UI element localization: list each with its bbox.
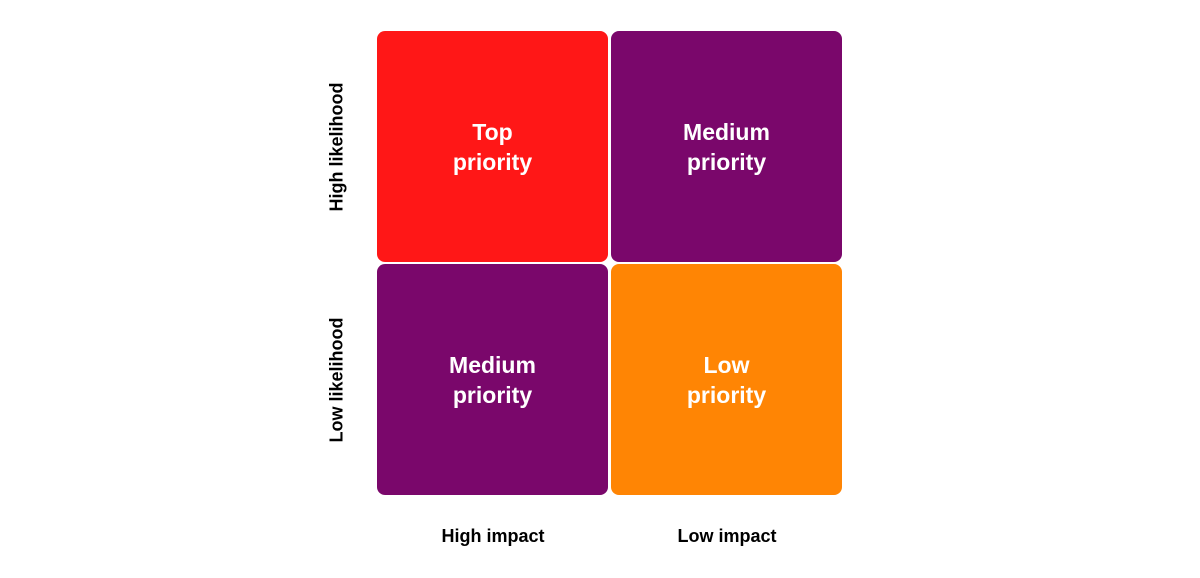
cell-top-priority: Top priority — [377, 31, 608, 262]
row-label-low-likelihood: Low likelihood — [326, 317, 347, 443]
cell-label-line2: priority — [686, 148, 767, 175]
cell-low-priority: Low priority — [611, 264, 842, 495]
cell-medium-priority-low-likelihood: Medium priority — [377, 264, 608, 495]
column-label-high-impact: High impact — [441, 526, 545, 546]
cell-label-line2: priority — [686, 381, 767, 408]
cell-label-line1: Medium — [449, 351, 536, 378]
cell-label-line1: Top — [472, 118, 513, 145]
cell-label-line1: Medium — [683, 118, 770, 145]
cell-label-line1: Low — [703, 351, 750, 378]
column-label-low-impact: Low impact — [677, 526, 777, 546]
cell-label-line2: priority — [452, 148, 533, 175]
cell-medium-priority-high-likelihood: Medium priority — [611, 31, 842, 262]
cell-label-line2: priority — [452, 381, 533, 408]
row-label-high-likelihood: High likelihood — [326, 82, 347, 212]
